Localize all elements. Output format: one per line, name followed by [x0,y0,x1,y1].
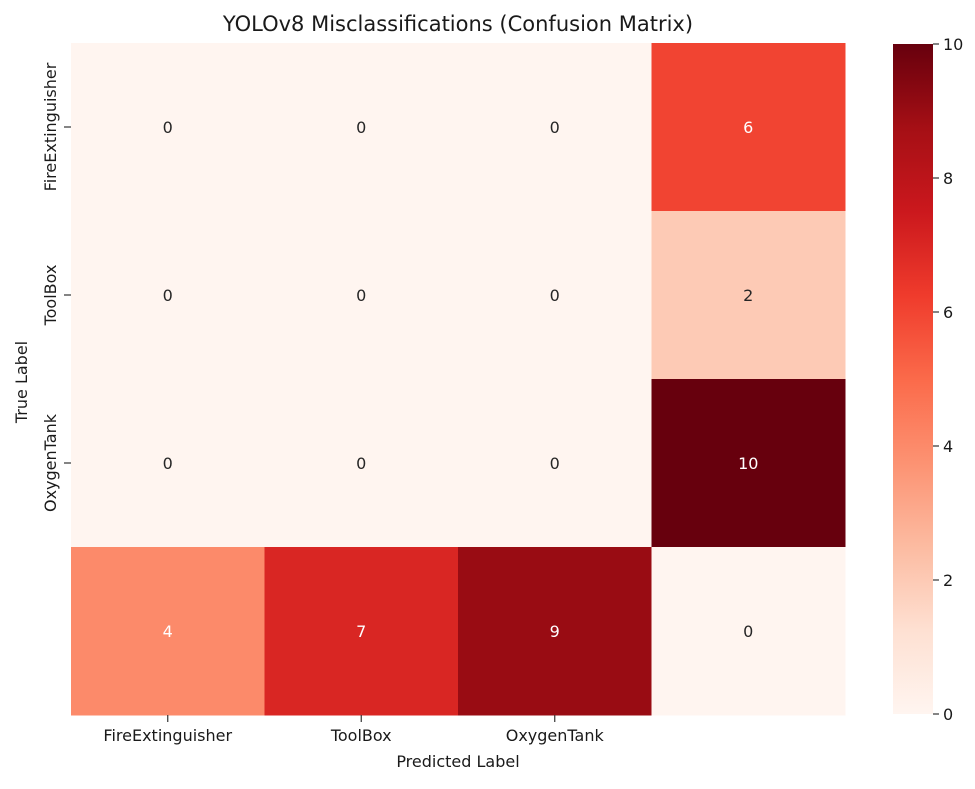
cell-value-r2-c3: 10 [738,454,758,473]
heatmap-cell-r2-c3 [651,379,846,548]
cell-annotations: 0 0 0 6 0 0 0 2 0 0 0 10 4 7 9 0 [163,118,759,641]
heatmap-cell-r2-c1 [264,379,459,548]
cell-value-r3-c3: 0 [743,622,753,641]
cell-value-r0-c2: 0 [550,118,560,137]
heatmap-cell-r1-c2 [458,211,652,380]
heatmap-cell-r3-c1 [264,547,459,716]
y-tick-label-2: OxygenTank [41,413,60,512]
x-axis-ticks: FireExtinguisher ToolBox OxygenTank [103,715,604,745]
colorbar-tick-label-0: 0 [943,705,953,724]
cell-value-r3-c0: 4 [163,622,173,641]
x-tick-label-2: OxygenTank [506,726,605,745]
colorbar-tick-label-2: 4 [943,437,953,456]
heatmap-cell-r2-c2 [458,379,652,548]
heatmap-cell-r1-c3 [651,211,846,380]
heatmap-cell-r0-c2 [458,43,652,212]
cell-value-r0-c1: 0 [356,118,366,137]
cell-value-r2-c0: 0 [163,454,173,473]
cell-value-r1-c2: 0 [550,286,560,305]
colorbar-tick-label-4: 8 [943,169,953,188]
colorbar [893,44,933,714]
y-axis-ticks: FireExtinguisher ToolBox OxygenTank [41,62,71,512]
heatmap-cell-r3-c2 [458,547,652,716]
heatmap-cell-r3-c3 [651,547,846,716]
heatmap-cell-r1-c1 [264,211,459,380]
chart-title: YOLOv8 Misclassifications (Confusion Mat… [222,12,693,36]
cell-value-r1-c0: 0 [163,286,173,305]
x-tick-label-1: ToolBox [330,726,392,745]
cell-value-r0-c0: 0 [163,118,173,137]
colorbar-tick-label-3: 6 [943,303,953,322]
x-axis-label: Predicted Label [396,752,519,771]
heatmap-cells [71,43,846,716]
heatmap-cell-r0-c3 [651,43,846,212]
colorbar-tick-label-1: 2 [943,571,953,590]
colorbar-ticks: 0 2 4 6 8 10 [933,35,963,724]
cell-value-r2-c2: 0 [550,454,560,473]
heatmap-cell-r3-c0 [71,547,265,716]
heatmap-cell-r0-c0 [71,43,265,212]
heatmap-cell-r2-c0 [71,379,265,548]
y-tick-label-0: FireExtinguisher [41,62,60,191]
x-tick-label-0: FireExtinguisher [103,726,232,745]
cell-value-r1-c1: 0 [356,286,366,305]
y-tick-label-1: ToolBox [41,265,60,327]
cell-value-r2-c1: 0 [356,454,366,473]
y-axis-label: True Label [12,341,31,424]
cell-value-r3-c2: 9 [550,622,560,641]
heatmap-cell-r0-c1 [264,43,459,212]
heatmap-cell-r1-c0 [71,211,265,380]
cell-value-r3-c1: 7 [356,622,366,641]
cell-value-r0-c3: 6 [743,118,753,137]
colorbar-tick-label-5: 10 [943,35,963,54]
cell-value-r1-c3: 2 [743,286,753,305]
